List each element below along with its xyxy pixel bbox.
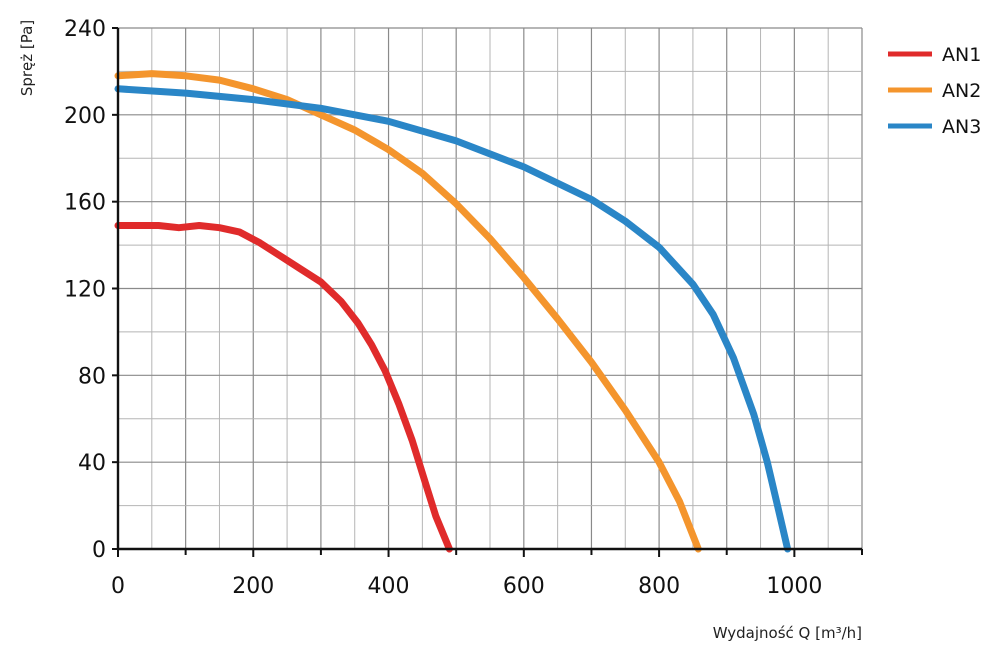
x-tick-label: 600 xyxy=(503,574,545,599)
y-tick-label: 0 xyxy=(92,538,106,563)
axes xyxy=(112,27,863,557)
y-tick-label: 120 xyxy=(64,278,106,303)
series-line-an1 xyxy=(114,222,453,553)
y-tick-label: 240 xyxy=(64,17,106,42)
legend-label-an3: AN3 xyxy=(942,116,981,138)
series-line-an3 xyxy=(114,85,792,553)
x-tick-label: 1000 xyxy=(766,574,822,599)
series-lines xyxy=(114,70,792,553)
tick-labels: 0 200 400 600 800 1000 0 40 80 120 160 200 240 xyxy=(64,17,822,599)
y-tick-label: 200 xyxy=(64,104,106,129)
x-tick-label: 200 xyxy=(232,574,274,599)
x-axis-title: Wydajność Q [m³/h] xyxy=(713,624,862,642)
y-tick-label: 40 xyxy=(78,451,106,476)
legend: AN1 AN2 AN3 xyxy=(888,44,981,138)
y-axis-title: Spręż [Pa] xyxy=(18,20,36,96)
x-tick-label: 400 xyxy=(368,574,410,599)
y-tick-label: 80 xyxy=(78,364,106,389)
x-tick-label: 800 xyxy=(638,574,680,599)
series-line-an2 xyxy=(114,70,702,553)
y-tick-label: 160 xyxy=(64,191,106,216)
legend-label-an1: AN1 xyxy=(942,44,981,66)
grid xyxy=(118,27,863,549)
legend-label-an2: AN2 xyxy=(942,80,981,102)
x-tick-label: 0 xyxy=(111,574,125,599)
